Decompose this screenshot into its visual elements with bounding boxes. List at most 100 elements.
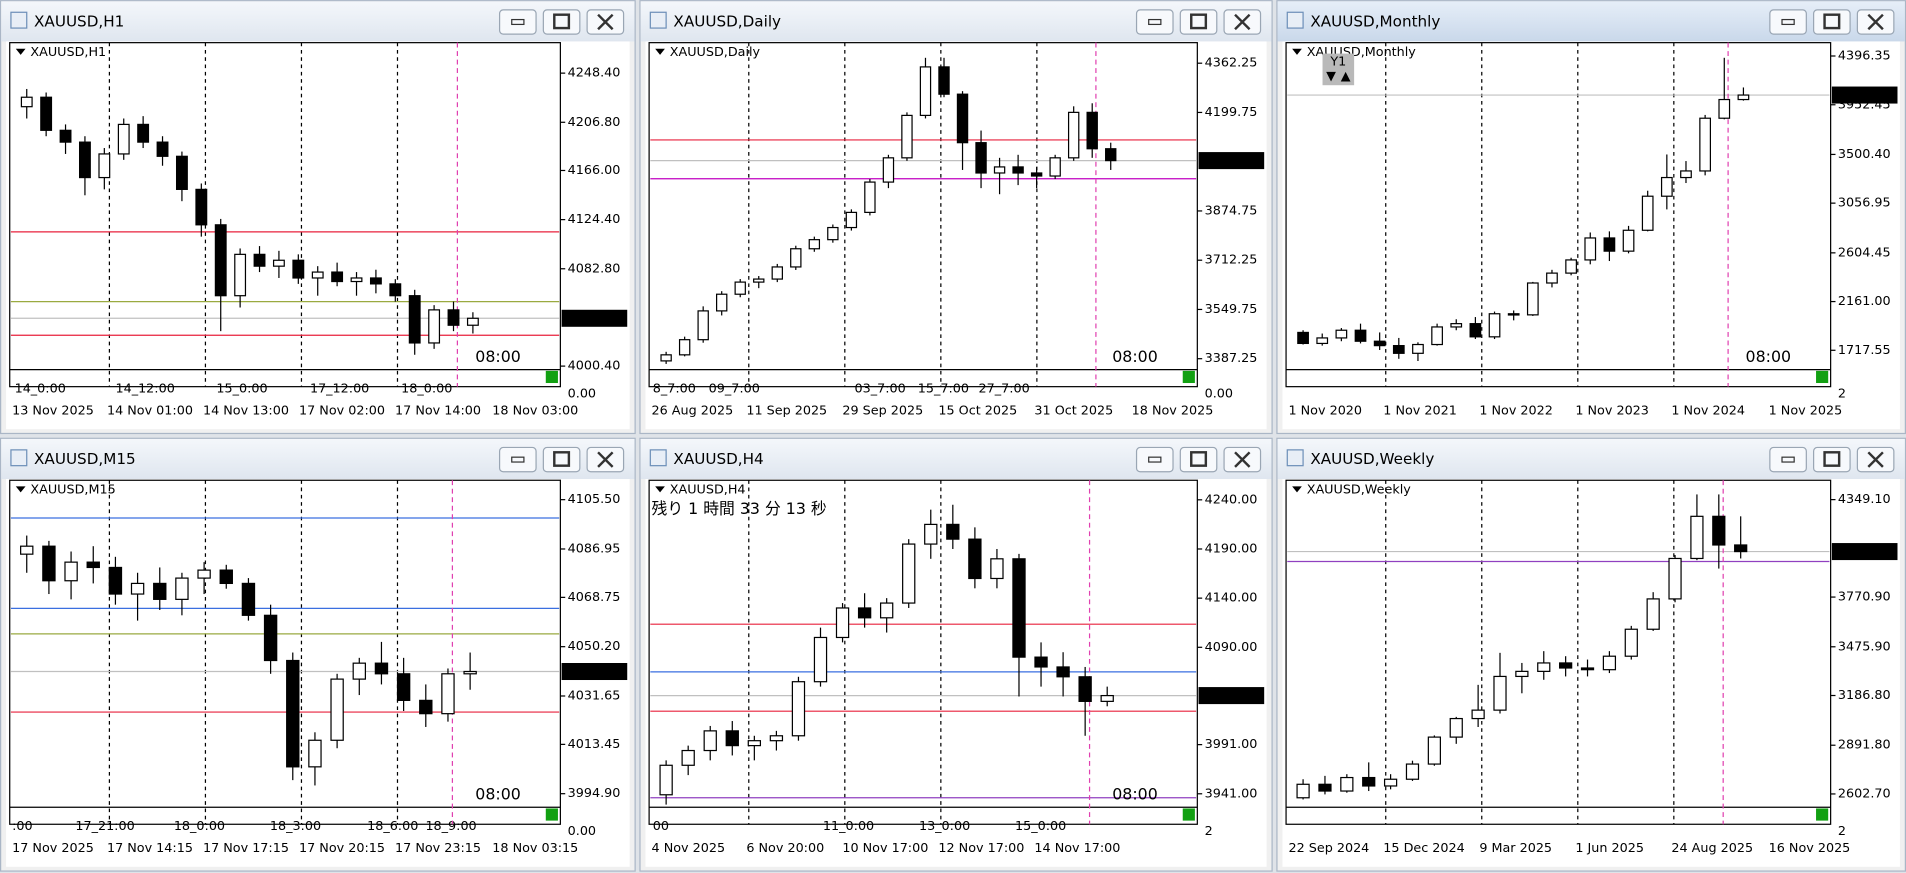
x-tick-label: 17 Nov 17:15 [203, 841, 289, 856]
candle-body [20, 545, 34, 555]
candle-body [968, 538, 982, 580]
minimize-button[interactable] [498, 9, 537, 35]
candle-body [331, 271, 344, 283]
minimize-button[interactable] [1135, 9, 1174, 35]
candle-body [64, 561, 78, 582]
time-label: 08:00 [475, 785, 521, 804]
candle-body [408, 295, 421, 344]
candle-body [1546, 272, 1558, 284]
candle-body [1734, 544, 1748, 553]
candle-body [1340, 776, 1354, 792]
y-tick-label: 4240.00 [1205, 492, 1258, 507]
y-tick-label: 3874.75 [1205, 203, 1258, 218]
y-tick-label: 4140.00 [1205, 591, 1258, 606]
candle-body [1603, 237, 1616, 252]
dropdown-icon[interactable] [655, 486, 665, 493]
x-tick-label: 16 Nov 2025 [1769, 841, 1851, 856]
x-tick-label: 6 Nov 20:00 [746, 841, 824, 856]
maximize-button[interactable] [542, 9, 581, 35]
plot-frame [648, 479, 1198, 825]
candle-body [40, 96, 53, 131]
maximize-button[interactable] [1179, 446, 1218, 473]
x-tick-label: 13 Nov 2025 [12, 403, 94, 418]
dropdown-icon[interactable] [1292, 486, 1302, 493]
icon [1148, 456, 1162, 463]
period-label: 13_0:00 [919, 819, 970, 834]
candle-body [1622, 229, 1635, 252]
symbol-label: XAUUSD,M15 [30, 482, 115, 497]
candle-body [59, 129, 72, 143]
candle-body [78, 141, 91, 179]
x-tick-label: 18 Nov 03:00 [492, 403, 578, 418]
x-tick-label: 18 Nov 03:15 [492, 841, 578, 856]
symbol-label: XAUUSD,H1 [30, 45, 106, 60]
candle-body [857, 607, 872, 619]
sub-axis-label: 0.00 [568, 824, 596, 839]
y-tick-label: 4190.00 [1205, 541, 1258, 556]
candle-body [1580, 667, 1595, 671]
candle-body [1318, 783, 1332, 792]
candle-body [879, 602, 894, 619]
y-tick-label: 3712.25 [1205, 253, 1258, 268]
maximize-button[interactable] [1813, 446, 1851, 473]
plot-frame [1285, 479, 1832, 825]
minimize-button[interactable] [1769, 446, 1807, 473]
dropdown-icon[interactable] [1292, 48, 1302, 55]
price-label: 4040.86 [565, 664, 618, 679]
candle-body [990, 558, 1004, 580]
y-tick-label: 4050.20 [568, 639, 621, 654]
window-title: XAUUSD,H4 [673, 450, 763, 468]
window-title: XAUUSD,Monthly [1310, 12, 1440, 30]
candle-body [1565, 259, 1577, 274]
candle-body [1488, 313, 1501, 338]
icon [1823, 13, 1841, 30]
candle-body [1297, 331, 1309, 345]
y-tick-label: 4199.75 [1205, 105, 1258, 120]
y-tick-label: 3991.00 [1205, 737, 1258, 752]
icon [1781, 18, 1795, 26]
candle-body [1507, 313, 1520, 316]
period-label: 15_0:00 [216, 382, 267, 397]
candle-body [175, 155, 188, 190]
period-label: 03_7:00 [855, 382, 906, 397]
candle-body [1049, 157, 1061, 177]
maximize-button[interactable] [542, 446, 581, 473]
candle-body [1737, 94, 1750, 101]
dropdown-icon[interactable] [15, 48, 26, 55]
candle-body [369, 277, 382, 285]
minimize-button[interactable] [1135, 446, 1174, 473]
symbol-label: XAUUSD,Daily [670, 45, 761, 60]
plot-frame [1285, 42, 1832, 388]
x-tick-label: 1 Nov 2023 [1575, 403, 1649, 418]
y-tick-label: 3770.90 [1838, 590, 1891, 605]
candle-body [769, 735, 784, 742]
y-tick-label: 4248.40 [568, 66, 621, 81]
x-tick-label: 1 Nov 2020 [1288, 403, 1362, 418]
chart-area [645, 41, 1267, 430]
candle-body [286, 659, 300, 768]
time-label: 08:00 [475, 347, 521, 366]
candle-body [938, 66, 950, 95]
candle-body [466, 317, 479, 326]
y-tick-label: 4086.95 [568, 541, 621, 556]
price-label-box [1198, 687, 1265, 705]
candle-body [993, 166, 1006, 174]
time-label: 08:00 [1112, 785, 1158, 804]
x-tick-label: 1 Nov 2025 [1769, 403, 1843, 418]
plot-frame [9, 42, 561, 388]
icon [1190, 451, 1208, 467]
icon [1867, 13, 1884, 31]
icon [597, 451, 614, 468]
candle-body [771, 266, 783, 280]
minimize-button[interactable] [1769, 9, 1807, 35]
maximize-button[interactable] [1179, 9, 1218, 35]
dropdown-icon[interactable] [655, 48, 665, 55]
candle-body [428, 309, 441, 344]
minimize-button[interactable] [498, 446, 537, 473]
candle-body [1718, 98, 1731, 119]
dropdown-icon[interactable] [15, 486, 26, 493]
x-tick-label: 17 Nov 02:00 [299, 403, 385, 418]
maximize-button[interactable] [1813, 9, 1851, 35]
x-tick-label: 15 Dec 2024 [1383, 841, 1464, 856]
